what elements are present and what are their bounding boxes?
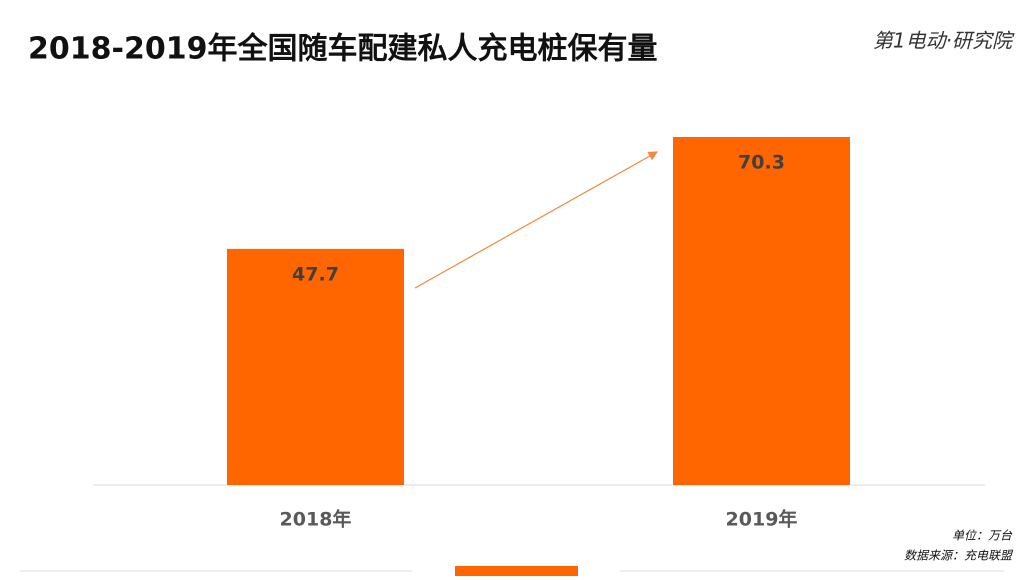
source-note: 数据来源：充电联盟	[904, 549, 1014, 563]
value-label: 70.3	[738, 152, 785, 174]
value-label: 47.7	[292, 263, 339, 285]
bar	[227, 248, 404, 485]
bar	[673, 137, 850, 485]
x-tick-label: 2018年	[280, 508, 352, 531]
x-tick-label: 2019年	[726, 508, 798, 531]
footer-tab	[455, 566, 578, 576]
brand-logo: 第1电动·研究院	[873, 29, 1015, 53]
trend-arrow	[414, 151, 659, 289]
chart-title: 2018-2019年全国随车配建私人充电桩保有量	[28, 32, 657, 67]
unit-note: 单位：万台	[952, 529, 1013, 543]
